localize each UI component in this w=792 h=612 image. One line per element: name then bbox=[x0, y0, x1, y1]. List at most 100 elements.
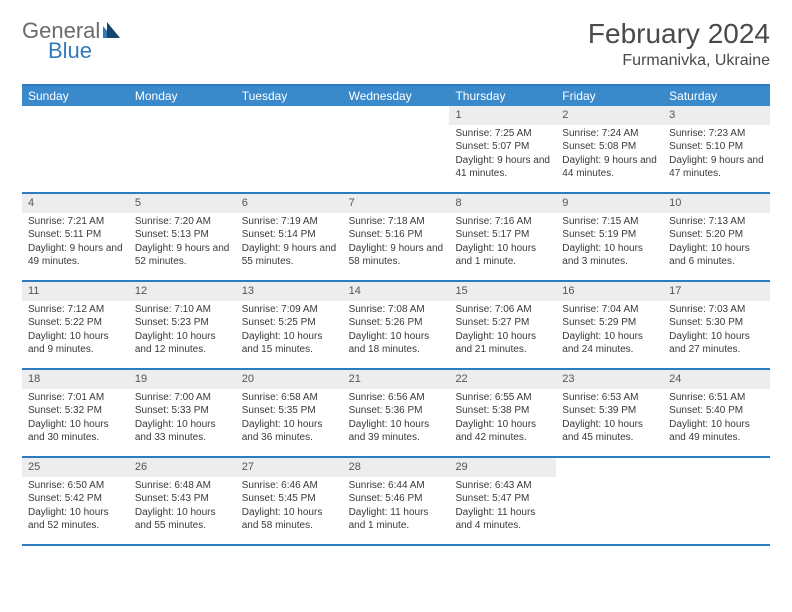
day-number: 15 bbox=[449, 282, 556, 301]
daylight-line: Daylight: 10 hours and 42 minutes. bbox=[455, 418, 550, 445]
daylight-line: Daylight: 10 hours and 18 minutes. bbox=[349, 330, 444, 357]
sunset-line: Sunset: 5:27 PM bbox=[455, 316, 550, 330]
day-number: 24 bbox=[663, 370, 770, 389]
day-cell: 5Sunrise: 7:20 AMSunset: 5:13 PMDaylight… bbox=[129, 194, 236, 280]
sunrise-line: Sunrise: 6:55 AM bbox=[455, 391, 550, 405]
day-cell: 27Sunrise: 6:46 AMSunset: 5:45 PMDayligh… bbox=[236, 458, 343, 544]
daylight-line: Daylight: 10 hours and 45 minutes. bbox=[562, 418, 657, 445]
logo: GeneralBlue bbox=[22, 18, 122, 64]
day-number: 9 bbox=[556, 194, 663, 213]
day-body: Sunrise: 7:19 AMSunset: 5:14 PMDaylight:… bbox=[236, 215, 343, 273]
sunrise-line: Sunrise: 6:56 AM bbox=[349, 391, 444, 405]
sunset-line: Sunset: 5:42 PM bbox=[28, 492, 123, 506]
day-body: Sunrise: 7:00 AMSunset: 5:33 PMDaylight:… bbox=[129, 391, 236, 449]
daylight-line: Daylight: 10 hours and 33 minutes. bbox=[135, 418, 230, 445]
sunset-line: Sunset: 5:32 PM bbox=[28, 404, 123, 418]
daylight-line: Daylight: 10 hours and 39 minutes. bbox=[349, 418, 444, 445]
day-number: 5 bbox=[129, 194, 236, 213]
day-cell bbox=[556, 458, 663, 544]
day-number: 4 bbox=[22, 194, 129, 213]
sunset-line: Sunset: 5:10 PM bbox=[669, 140, 764, 154]
sunrise-line: Sunrise: 7:20 AM bbox=[135, 215, 230, 229]
day-number: 18 bbox=[22, 370, 129, 389]
daylight-line: Daylight: 10 hours and 6 minutes. bbox=[669, 242, 764, 269]
sunrise-line: Sunrise: 7:16 AM bbox=[455, 215, 550, 229]
day-number: 22 bbox=[449, 370, 556, 389]
daylight-line: Daylight: 10 hours and 58 minutes. bbox=[242, 506, 337, 533]
daylight-line: Daylight: 10 hours and 30 minutes. bbox=[28, 418, 123, 445]
day-cell: 16Sunrise: 7:04 AMSunset: 5:29 PMDayligh… bbox=[556, 282, 663, 368]
day-body: Sunrise: 6:43 AMSunset: 5:47 PMDaylight:… bbox=[449, 479, 556, 537]
day-body: Sunrise: 7:25 AMSunset: 5:07 PMDaylight:… bbox=[449, 127, 556, 185]
day-number: 16 bbox=[556, 282, 663, 301]
sunset-line: Sunset: 5:22 PM bbox=[28, 316, 123, 330]
sunset-line: Sunset: 5:26 PM bbox=[349, 316, 444, 330]
day-number: 21 bbox=[343, 370, 450, 389]
daylight-line: Daylight: 9 hours and 55 minutes. bbox=[242, 242, 337, 269]
day-header-row: SundayMondayTuesdayWednesdayThursdayFrid… bbox=[22, 86, 770, 106]
day-body: Sunrise: 7:15 AMSunset: 5:19 PMDaylight:… bbox=[556, 215, 663, 273]
sunset-line: Sunset: 5:20 PM bbox=[669, 228, 764, 242]
day-number: 28 bbox=[343, 458, 450, 477]
day-cell: 14Sunrise: 7:08 AMSunset: 5:26 PMDayligh… bbox=[343, 282, 450, 368]
sunrise-line: Sunrise: 7:01 AM bbox=[28, 391, 123, 405]
sunset-line: Sunset: 5:25 PM bbox=[242, 316, 337, 330]
week-row: 11Sunrise: 7:12 AMSunset: 5:22 PMDayligh… bbox=[22, 282, 770, 370]
day-cell: 17Sunrise: 7:03 AMSunset: 5:30 PMDayligh… bbox=[663, 282, 770, 368]
day-number: 14 bbox=[343, 282, 450, 301]
sunrise-line: Sunrise: 7:15 AM bbox=[562, 215, 657, 229]
day-cell: 29Sunrise: 6:43 AMSunset: 5:47 PMDayligh… bbox=[449, 458, 556, 544]
daylight-line: Daylight: 10 hours and 55 minutes. bbox=[135, 506, 230, 533]
sunrise-line: Sunrise: 6:48 AM bbox=[135, 479, 230, 493]
daylight-line: Daylight: 10 hours and 52 minutes. bbox=[28, 506, 123, 533]
day-number: 17 bbox=[663, 282, 770, 301]
sunset-line: Sunset: 5:07 PM bbox=[455, 140, 550, 154]
day-cell: 7Sunrise: 7:18 AMSunset: 5:16 PMDaylight… bbox=[343, 194, 450, 280]
sunset-line: Sunset: 5:40 PM bbox=[669, 404, 764, 418]
sunrise-line: Sunrise: 6:50 AM bbox=[28, 479, 123, 493]
sunset-line: Sunset: 5:13 PM bbox=[135, 228, 230, 242]
sunrise-line: Sunrise: 7:21 AM bbox=[28, 215, 123, 229]
day-body: Sunrise: 6:53 AMSunset: 5:39 PMDaylight:… bbox=[556, 391, 663, 449]
day-cell: 20Sunrise: 6:58 AMSunset: 5:35 PMDayligh… bbox=[236, 370, 343, 456]
day-cell: 8Sunrise: 7:16 AMSunset: 5:17 PMDaylight… bbox=[449, 194, 556, 280]
day-body: Sunrise: 7:01 AMSunset: 5:32 PMDaylight:… bbox=[22, 391, 129, 449]
week-row: 4 Sunrise: 7:21 AMSunset: 5:11 PMDaylight… bbox=[22, 194, 770, 282]
day-cell bbox=[663, 458, 770, 544]
day-header: Sunday bbox=[22, 86, 129, 106]
sunrise-line: Sunrise: 6:43 AM bbox=[455, 479, 550, 493]
day-body: Sunrise: 7:21 AMSunset: 5:11 PMDaylight:… bbox=[22, 215, 129, 273]
day-cell: 9 Sunrise: 7:15 AMSunset: 5:19 PMDaylight… bbox=[556, 194, 663, 280]
daylight-line: Daylight: 10 hours and 1 minute. bbox=[455, 242, 550, 269]
day-body: Sunrise: 6:46 AMSunset: 5:45 PMDaylight:… bbox=[236, 479, 343, 537]
sunrise-line: Sunrise: 7:04 AM bbox=[562, 303, 657, 317]
day-body: Sunrise: 7:12 AMSunset: 5:22 PMDaylight:… bbox=[22, 303, 129, 361]
sunrise-line: Sunrise: 6:46 AM bbox=[242, 479, 337, 493]
daylight-line: Daylight: 10 hours and 3 minutes. bbox=[562, 242, 657, 269]
daylight-line: Daylight: 10 hours and 27 minutes. bbox=[669, 330, 764, 357]
day-body: Sunrise: 7:18 AMSunset: 5:16 PMDaylight:… bbox=[343, 215, 450, 273]
daylight-line: Daylight: 9 hours and 47 minutes. bbox=[669, 154, 764, 181]
day-cell: 15Sunrise: 7:06 AMSunset: 5:27 PMDayligh… bbox=[449, 282, 556, 368]
calendar: SundayMondayTuesdayWednesdayThursdayFrid… bbox=[22, 84, 770, 546]
day-header: Tuesday bbox=[236, 86, 343, 106]
day-cell: 21 Sunrise: 6:56 AMSunset: 5:36 PMDayligh… bbox=[343, 370, 450, 456]
day-cell: 1 Sunrise: 7:25 AMSunset: 5:07 PMDaylight… bbox=[449, 106, 556, 192]
day-body: Sunrise: 6:51 AMSunset: 5:40 PMDaylight:… bbox=[663, 391, 770, 449]
day-cell: 19Sunrise: 7:00 AMSunset: 5:33 PMDayligh… bbox=[129, 370, 236, 456]
daylight-line: Daylight: 9 hours and 49 minutes. bbox=[28, 242, 123, 269]
day-number: 1 bbox=[449, 106, 556, 125]
day-cell: 4 Sunrise: 7:21 AMSunset: 5:11 PMDaylight… bbox=[22, 194, 129, 280]
day-body: Sunrise: 6:50 AMSunset: 5:42 PMDaylight:… bbox=[22, 479, 129, 537]
daylight-line: Daylight: 10 hours and 9 minutes. bbox=[28, 330, 123, 357]
month-title: February 2024 bbox=[588, 18, 770, 50]
sunset-line: Sunset: 5:17 PM bbox=[455, 228, 550, 242]
day-body: Sunrise: 7:23 AMSunset: 5:10 PMDaylight:… bbox=[663, 127, 770, 185]
day-body: Sunrise: 6:56 AMSunset: 5:36 PMDaylight:… bbox=[343, 391, 450, 449]
daylight-line: Daylight: 10 hours and 21 minutes. bbox=[455, 330, 550, 357]
day-number: 25 bbox=[22, 458, 129, 477]
sunset-line: Sunset: 5:35 PM bbox=[242, 404, 337, 418]
day-number: 3 bbox=[663, 106, 770, 125]
daylight-line: Daylight: 10 hours and 24 minutes. bbox=[562, 330, 657, 357]
sunset-line: Sunset: 5:47 PM bbox=[455, 492, 550, 506]
